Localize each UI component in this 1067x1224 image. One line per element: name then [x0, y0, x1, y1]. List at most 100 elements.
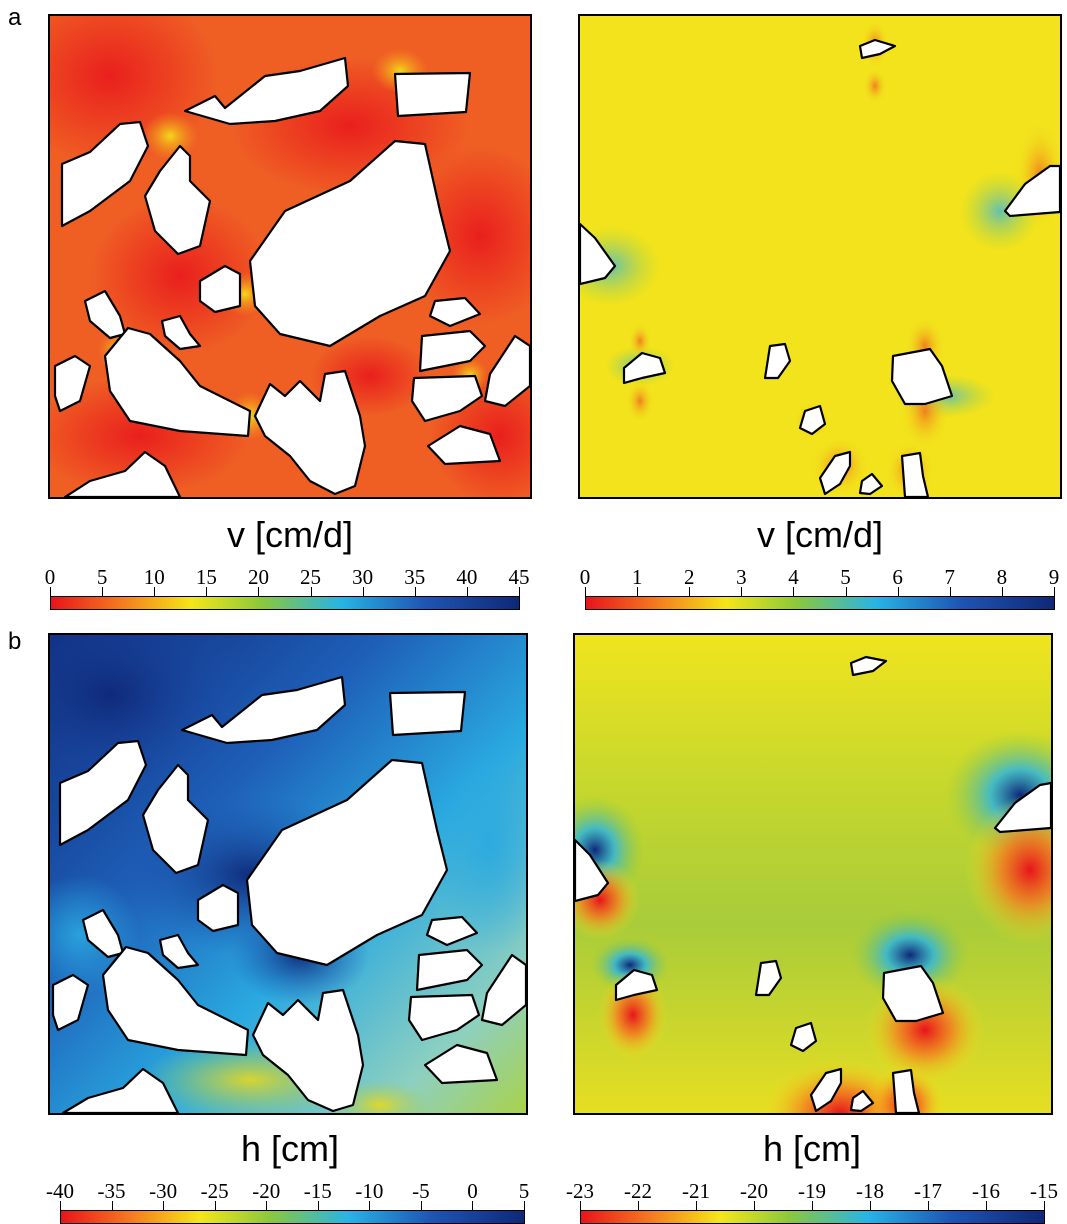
- obstacle: [415, 948, 484, 992]
- obstacle: [849, 655, 888, 677]
- colorbar-tick-mark: [845, 587, 847, 596]
- colorbar-gradient: [50, 596, 520, 610]
- colorbar-tick-mark: [754, 1201, 755, 1210]
- obstacle: [426, 424, 502, 466]
- colorbar-tick-mark: [696, 1201, 697, 1210]
- colorbar-tick-label: 2: [683, 565, 695, 589]
- colorbar-tick-mark: [414, 587, 416, 596]
- colorbar-tick-label: 30: [352, 565, 374, 589]
- variable-label-a-left: v [cm/d]: [226, 514, 354, 555]
- obstacle: [809, 1067, 843, 1113]
- colorbar-tick-mark: [310, 587, 312, 596]
- obstacle: [798, 404, 827, 436]
- colorbar-tick-label: -20: [252, 1179, 281, 1203]
- colorbar-tick-mark: [1001, 587, 1003, 596]
- colorbar-tick-label: 4: [788, 565, 799, 589]
- obstacle: [763, 342, 792, 380]
- colorbar-tick-label: 15: [195, 565, 217, 589]
- obstacle: [407, 993, 481, 1042]
- colorbar-tick-label: 9: [1048, 565, 1060, 589]
- obstacle: [789, 1021, 818, 1053]
- variable-label-b-right: h [cm]: [762, 1128, 861, 1169]
- colorbar-b-left: -40 -35 -30 -25 -20 -15 -10 -5 0 5: [46, 1178, 529, 1224]
- obstacle: [425, 915, 479, 947]
- colorbar-tick-label: 20: [247, 565, 269, 589]
- obstacle: [183, 56, 350, 126]
- obstacle: [423, 1043, 499, 1085]
- obstacle: [891, 1068, 921, 1113]
- colorbar-gradient: [580, 1210, 1045, 1224]
- obstacle: [418, 329, 487, 373]
- colorbar-tick-mark: [949, 587, 951, 596]
- colorbar-tick-mark: [111, 1201, 113, 1210]
- obstacle: [580, 222, 617, 286]
- colorbar-b-right: -23 -22 -21 -20 -19 -18 -17 -16 -15: [566, 1178, 1058, 1224]
- colorbar-tick-mark: [163, 1201, 165, 1210]
- obstacle: [622, 351, 667, 385]
- colorbar-tick-label: 6: [892, 565, 903, 589]
- obstacle: [993, 781, 1051, 834]
- colorbar-tick-label: -40: [46, 1179, 74, 1203]
- colorbar-tick-mark: [986, 1201, 987, 1210]
- colorbar-tick-mark: [362, 587, 364, 596]
- obstacle: [63, 450, 182, 497]
- colorbar-tick-mark: [206, 587, 208, 596]
- colorbar-tick-label: -23: [566, 1179, 594, 1203]
- head-field-right-map: [575, 635, 1051, 1113]
- obstacle: [251, 988, 365, 1113]
- colorbar-tick-label: 1: [631, 565, 643, 589]
- colorbar-tick-mark: [102, 587, 104, 596]
- colorbar-tick-label: -16: [972, 1179, 1000, 1203]
- colorbar-tick-mark: [369, 1201, 371, 1210]
- obstacle: [858, 472, 884, 496]
- colorbar-tick-mark: [928, 1201, 929, 1210]
- colorbar-tick-mark: [154, 587, 156, 596]
- colorbar-gradient: [60, 1210, 525, 1224]
- colorbar-tick-mark: [266, 1201, 268, 1210]
- obstacle: [60, 120, 150, 228]
- colorbar-tick-label: 45: [508, 565, 530, 589]
- obstacle: [160, 314, 202, 351]
- obstacle: [141, 763, 210, 875]
- velocity-field-right-map: [580, 16, 1060, 497]
- obstacle: [180, 675, 347, 745]
- colorbar-tick-label: -17: [914, 1179, 942, 1203]
- obstacle: [858, 38, 897, 60]
- colorbar-tick-label: 7: [944, 565, 956, 589]
- colorbar-tick-label: 0: [579, 565, 591, 589]
- colorbar-tick-mark: [466, 587, 468, 596]
- colorbar-tick-label: -35: [97, 1179, 126, 1203]
- colorbar-tick-mark: [637, 587, 639, 596]
- colorbar-tick-label: -18: [856, 1179, 884, 1203]
- colorbar-tick-mark: [60, 1201, 61, 1210]
- colorbar-tick-label: 5: [518, 1179, 530, 1203]
- colorbar-tick-mark: [870, 1201, 871, 1210]
- colorbar-tick-mark: [1054, 587, 1055, 596]
- obstacle: [101, 945, 250, 1057]
- colorbar-tick-mark: [524, 1201, 525, 1210]
- obstacle: [754, 959, 783, 997]
- colorbar-tick-mark: [472, 1201, 474, 1210]
- colorbar-tick-mark: [897, 587, 899, 596]
- colorbar-tick-mark: [741, 587, 743, 596]
- obstacle: [388, 690, 467, 737]
- colorbar-tick-mark: [580, 1201, 581, 1210]
- obstacle: [900, 451, 930, 497]
- obstacle: [483, 334, 530, 408]
- colorbar-tick-mark: [689, 587, 691, 596]
- colorbar-tick-label: 40: [456, 565, 478, 589]
- colorbar-tick-label: 3: [736, 565, 747, 589]
- panel-letter-a: a: [8, 4, 22, 31]
- obstacle: [614, 968, 659, 1002]
- obstacle: [890, 347, 954, 406]
- colorbar-tick-label: 5: [96, 565, 108, 589]
- obstacle: [393, 71, 472, 118]
- colorbar-gradient: [585, 596, 1055, 610]
- velocity-field-left-map: [50, 16, 530, 497]
- colorbar-a-left: 0 5 10 15 20 25 30 35 40 45: [45, 565, 530, 615]
- colorbar-tick-label: -30: [149, 1179, 178, 1203]
- colorbar-tick-mark: [214, 1201, 216, 1210]
- panel-letter-b: b: [8, 628, 22, 655]
- obstacle: [480, 953, 526, 1027]
- obstacle: [58, 739, 148, 847]
